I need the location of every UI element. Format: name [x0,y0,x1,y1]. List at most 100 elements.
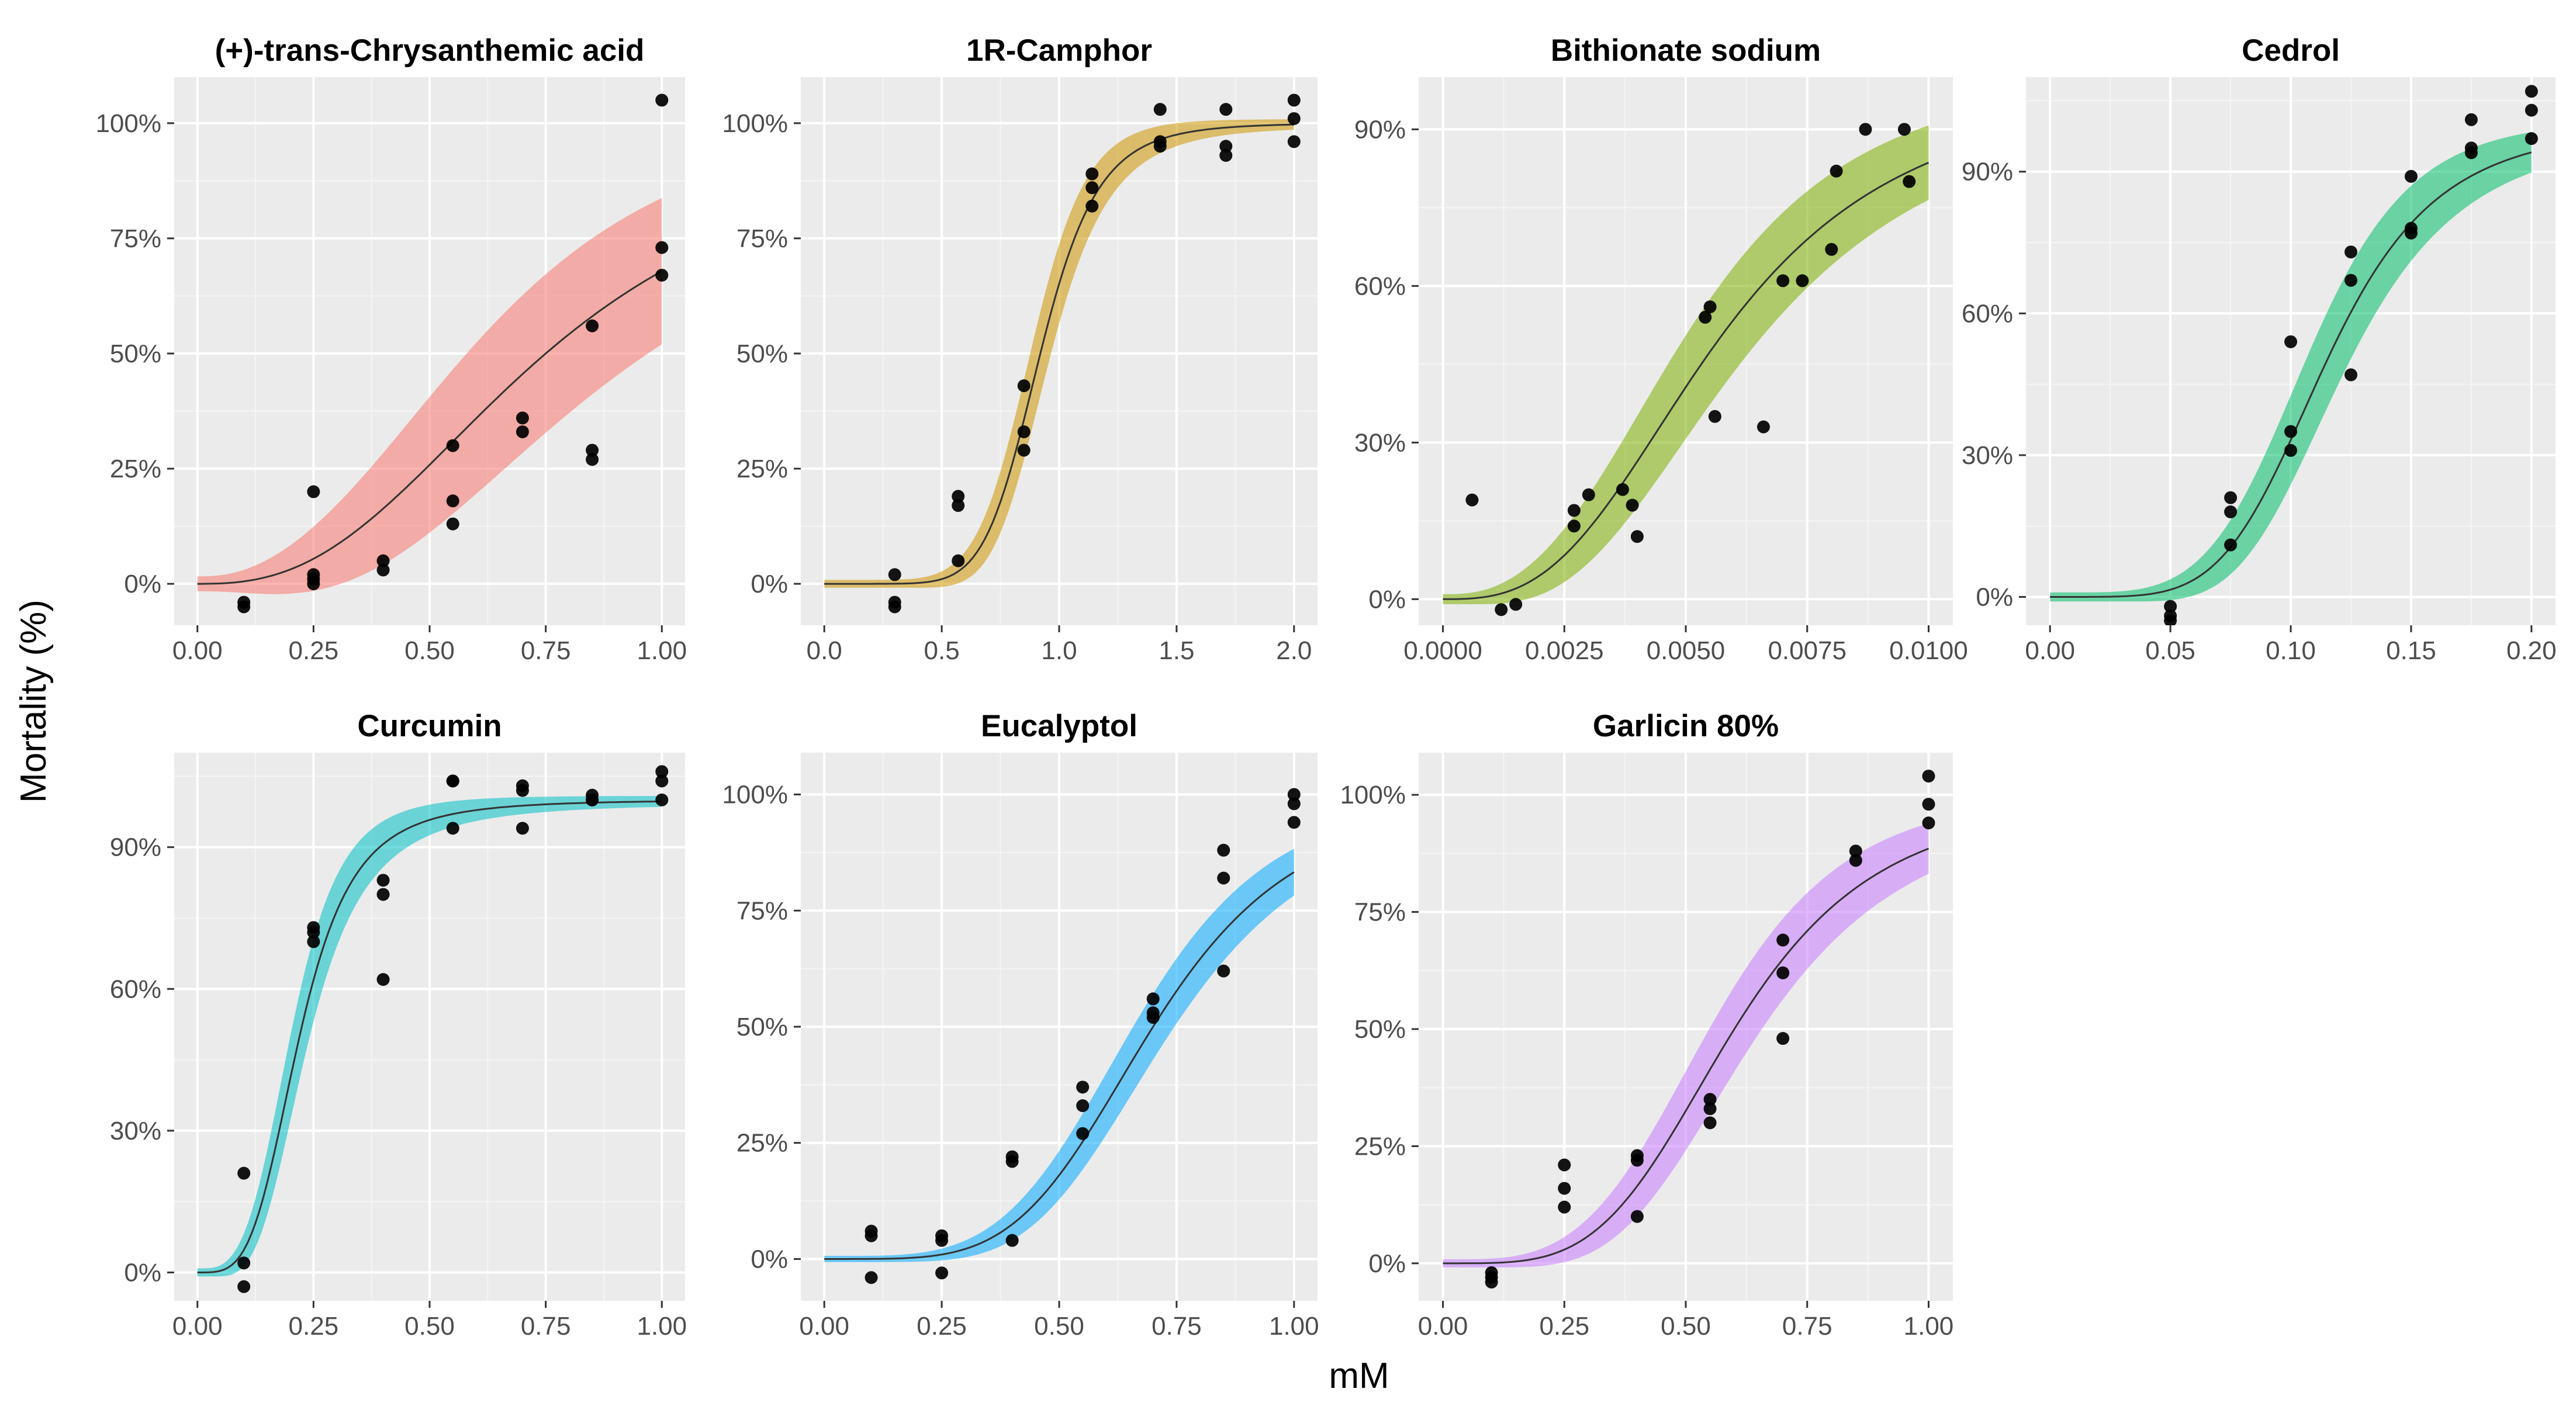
data-point [1630,530,1644,543]
data-point [1287,816,1301,829]
data-point [1217,964,1230,978]
x-tick-label: 0.25 [1539,1312,1589,1341]
data-point [516,822,529,835]
y-tick-label: 30% [1962,441,2013,470]
data-point [888,600,901,614]
data-point [307,935,320,948]
confidence-band [824,849,1294,1262]
data-point [952,490,965,503]
data-point [1630,1210,1644,1223]
x-tick-label: 1.00 [1269,1312,1319,1341]
y-axis-title: Mortality (%) [13,600,54,803]
x-tick-label: 0.15 [2386,636,2436,665]
fit-curve [1443,161,1930,600]
confidence-band [1443,823,1929,1267]
data-point [1017,379,1031,393]
data-point [1219,149,1233,162]
x-tick-label: 0.50 [1034,1312,1084,1341]
data-point [307,485,320,498]
data-point [2164,600,2177,613]
data-point [1558,1200,1571,1214]
panel-bithionate-sodium: Bithionate sodium 0.0000 0.0025 0.0050 0.007… [1354,33,1968,665]
data-point [1495,603,1508,617]
panel-title-garlicin-80: Garlicin 80% [1593,709,1779,743]
data-point [446,774,459,788]
data-point [1825,243,1838,256]
data-point [655,93,669,107]
data-point [516,411,529,425]
data-point [1219,103,1233,116]
fit-curve [1443,847,1930,1265]
data-point [1849,854,1862,867]
x-tick-label: 1.00 [637,1312,687,1341]
y-tick-label: 75% [737,224,788,253]
panel-curcumin: Curcumin 0.00 0.25 0.50 0.75 1.00 0% 30% 60% 90% [110,709,687,1341]
data-point [2464,146,2478,160]
data-point [1485,1275,1498,1289]
data-point [2404,226,2418,240]
x-tick-label: 0.05 [2145,636,2195,665]
x-tick-label: 0.25 [289,636,339,665]
data-point [1146,1011,1160,1024]
data-point [1085,167,1099,181]
fit-curve [197,800,662,1273]
data-point [1017,444,1031,457]
confidence-band [2050,132,2532,602]
data-point [2404,169,2418,183]
y-tick-label: 60% [1962,299,2013,328]
x-tick-label: 0.00 [2025,636,2075,665]
data-point [307,926,320,939]
data-point [446,517,459,531]
data-point [2344,245,2357,259]
x-tick-label: 0.5 [924,636,960,665]
x-tick-label: 0.25 [289,1312,339,1341]
y-tick-label: 0% [1368,585,1406,614]
x-tick-label: 0.75 [521,636,571,665]
y-tick-label: 75% [1354,898,1406,927]
data-point [2284,335,2297,348]
data-point [1076,1080,1090,1094]
data-point [376,563,390,577]
data-point [1859,123,1872,136]
data-point [1153,103,1167,116]
y-tick-label: 60% [1354,272,1406,300]
x-tick-label: 0.0025 [1525,636,1604,665]
y-tick-label: 50% [737,1013,788,1041]
x-tick-label: 0.20 [2506,636,2557,665]
data-point [1287,788,1301,801]
x-axis-title: mM [1329,1356,1389,1396]
data-point [307,577,320,591]
y-tick-label: 25% [737,455,788,483]
data-point [2464,113,2478,126]
fit-curve [824,871,1295,1260]
y-tick-label: 90% [110,833,161,862]
data-point [1558,1182,1571,1195]
data-point [865,1271,878,1284]
data-point [865,1229,878,1242]
data-point [237,1280,251,1293]
data-point [1830,164,1843,178]
x-tick-label: 0.0000 [1403,636,1482,665]
data-point [1616,483,1629,496]
x-tick-label: 0.50 [1661,1312,1711,1341]
data-point [1017,425,1031,438]
x-tick-label: 1.00 [637,636,687,665]
data-point [376,888,390,901]
data-point [2344,368,2357,382]
x-tick-label: 2.0 [1276,636,1312,665]
data-point [1217,843,1230,857]
data-point [2284,425,2297,438]
y-tick-label: 100% [722,781,788,809]
panel-title-eucalyptol: Eucalyptol [981,709,1137,743]
x-tick-label: 0.0050 [1647,636,1726,665]
data-point [237,1166,251,1180]
data-point [237,600,251,614]
data-point [1626,498,1639,512]
data-point [1630,1154,1644,1167]
data-point [376,554,390,567]
data-point [1703,300,1717,314]
x-tick-label: 0.00 [172,1312,223,1341]
x-tick-label: 0.10 [2266,636,2316,665]
x-tick-label: 0.50 [404,636,455,665]
